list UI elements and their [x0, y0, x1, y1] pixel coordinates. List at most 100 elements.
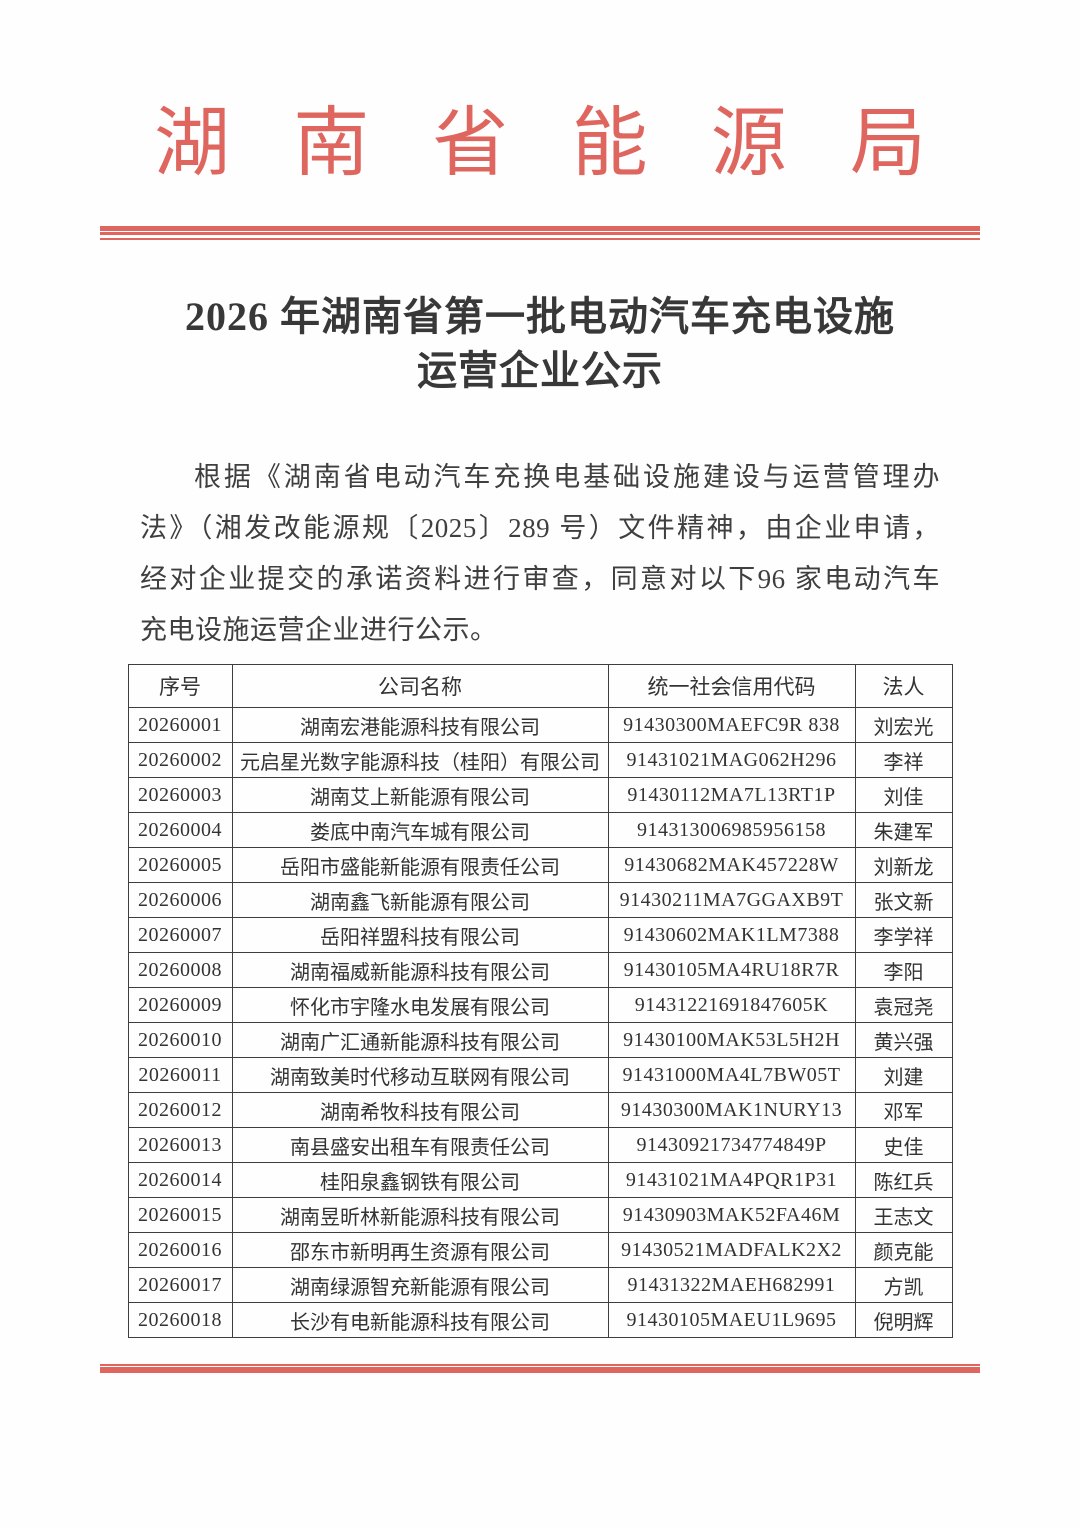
legal-person-cell: 黄兴强	[854, 1022, 953, 1058]
agency-name-char: 能	[571, 102, 648, 186]
body-line: 法》（湘发改能源规〔2025〕289 号）文件精神，由企业申请，	[140, 513, 940, 543]
credit-code-cell: 91431021MAG062H296	[607, 742, 856, 778]
divider-thick-line	[100, 226, 980, 231]
table-row: 20260007 岳阳祥盟科技有限公司 91430602MAK1LM7388 李学祥	[127, 917, 953, 953]
company-cell: 湖南鑫飞新能源有限公司	[231, 882, 609, 918]
legal-person-cell: 陈红兵	[854, 1162, 953, 1198]
table-row: 20260014 桂阳泉鑫钢铁有限公司 91431021MA4PQR1P31 陈红兵	[127, 1162, 953, 1198]
credit-code-cell: 91430100MAK53L5H2H	[607, 1022, 856, 1058]
credit-code-cell: 91430682MAK457228W	[607, 847, 856, 883]
company-cell: 岳阳市盛能新能源有限责任公司	[231, 847, 609, 883]
company-cell: 湖南致美时代移动互联网有限公司	[231, 1057, 609, 1093]
divider-thin-line	[100, 1364, 980, 1366]
serial-cell: 20260006	[127, 882, 233, 918]
column-header-credit-code: 统一社会信用代码	[607, 664, 856, 708]
body-line: 根据《湖南省电动汽车充换电基础设施建设与运营管理办	[194, 462, 940, 492]
credit-code-cell: 91430300MAEFC9R 838	[607, 707, 856, 743]
company-cell: 湖南宏港能源科技有限公司	[231, 707, 609, 743]
serial-cell: 20260002	[127, 742, 233, 778]
legal-person-cell: 张文新	[854, 882, 953, 918]
agency-name-char: 局	[849, 102, 926, 186]
table-row: 20260018 长沙有电新能源科技有限公司 91430105MAEU1L9695 倪…	[127, 1302, 953, 1338]
table-row: 20260011 湖南致美时代移动互联网有限公司 91431000MA4L7BW05…	[127, 1057, 953, 1093]
serial-cell: 20260013	[127, 1127, 233, 1163]
company-cell: 湖南昱昕林新能源科技有限公司	[231, 1197, 609, 1233]
table-row: 20260013 南县盛安出租车有限责任公司 91430921734774849P 史…	[127, 1127, 953, 1163]
serial-cell: 20260010	[127, 1022, 233, 1058]
page-title: 2026 年湖南省第一批电动汽车充电设施 运营企业公示	[0, 290, 1080, 398]
table-header-row: 序号 公司名称 统一社会信用代码 法人	[127, 664, 953, 708]
company-cell: 湖南福威新能源科技有限公司	[231, 952, 609, 988]
legal-person-cell: 李祥	[854, 742, 953, 778]
company-cell: 南县盛安出租车有限责任公司	[231, 1127, 609, 1163]
column-header-serial: 序号	[127, 664, 233, 708]
serial-cell: 20260001	[127, 707, 233, 743]
credit-code-cell: 91430903MAK52FA46M	[607, 1197, 856, 1233]
company-cell: 湖南绿源智充新能源有限公司	[231, 1267, 609, 1303]
company-cell: 邵东市新明再生资源有限公司	[231, 1232, 609, 1268]
company-cell: 怀化市宇隆水电发展有限公司	[231, 987, 609, 1023]
table-row: 20260006 湖南鑫飞新能源有限公司 91430211MA7GGAXB9T 张文新	[127, 882, 953, 918]
credit-code-cell: 91430602MAK1LM7388	[607, 917, 856, 953]
agency-name-char: 源	[710, 102, 787, 186]
legal-person-cell: 李学祥	[854, 917, 953, 953]
serial-cell: 20260005	[127, 847, 233, 883]
table-row: 20260010 湖南广汇通新能源科技有限公司 91430100MAK53L5H2H…	[127, 1022, 953, 1058]
credit-code-cell: 914313006985956158	[607, 812, 856, 848]
table-row: 20260016 邵东市新明再生资源有限公司 91430521MADFALK2X2 颜…	[127, 1232, 953, 1268]
company-cell: 湖南广汇通新能源科技有限公司	[231, 1022, 609, 1058]
serial-cell: 20260004	[127, 812, 233, 848]
company-cell: 湖南艾上新能源有限公司	[231, 777, 609, 813]
company-cell: 桂阳泉鑫钢铁有限公司	[231, 1162, 609, 1198]
table-row: 20260003 湖南艾上新能源有限公司 91430112MA7L13RT1P 刘佳	[127, 777, 953, 813]
company-cell: 湖南希牧科技有限公司	[231, 1092, 609, 1128]
credit-code-cell: 91431000MA4L7BW05T	[607, 1057, 856, 1093]
legal-person-cell: 邓军	[854, 1092, 953, 1128]
credit-code-cell: 91430521MADFALK2X2	[607, 1232, 856, 1268]
divider-mid-line	[100, 232, 980, 235]
serial-cell: 20260016	[127, 1232, 233, 1268]
body-line: 经对企业提交的承诺资料进行审查，同意对以下96 家电动汽车	[140, 564, 940, 594]
credit-code-cell: 91431322MAEH682991	[607, 1267, 856, 1303]
operators-table: 序号 公司名称 统一社会信用代码 法人 20260001 湖南宏港能源科技有限公司 914…	[127, 664, 953, 1338]
table-row: 20260005 岳阳市盛能新能源有限责任公司 91430682MAK457228W…	[127, 847, 953, 883]
table-row: 20260012 湖南希牧科技有限公司 91430300MAK1NURY13 邓军	[127, 1092, 953, 1128]
serial-cell: 20260007	[127, 917, 233, 953]
serial-cell: 20260018	[127, 1302, 233, 1338]
letterhead-divider	[100, 226, 980, 240]
table-row: 20260015 湖南昱昕林新能源科技有限公司 91430903MAK52FA46M…	[127, 1197, 953, 1233]
agency-name-char: 湖	[154, 102, 230, 186]
serial-cell: 20260017	[127, 1267, 233, 1303]
legal-person-cell: 李阳	[854, 952, 953, 988]
company-cell: 岳阳祥盟科技有限公司	[231, 917, 609, 953]
company-cell: 元启星光数字能源科技（桂阳）有限公司	[231, 742, 609, 778]
legal-person-cell: 朱建军	[854, 812, 953, 848]
table-row: 20260002 元启星光数字能源科技（桂阳）有限公司 91431021MAG062…	[127, 742, 953, 778]
serial-cell: 20260014	[127, 1162, 233, 1198]
table-row: 20260004 娄底中南汽车城有限公司 914313006985956158 朱建军	[127, 812, 953, 848]
legal-person-cell: 王志文	[854, 1197, 953, 1233]
table-body: 20260001 湖南宏港能源科技有限公司 91430300MAEFC9R 838 刘…	[127, 707, 953, 1338]
company-cell: 娄底中南汽车城有限公司	[231, 812, 609, 848]
page-title-line-1: 2026 年湖南省第一批电动汽车充电设施	[185, 294, 895, 339]
divider-thin-line	[100, 238, 980, 240]
serial-cell: 20260011	[127, 1057, 233, 1093]
page-title-line-2: 运营企业公示	[417, 348, 663, 393]
divider-thick-line	[100, 1367, 980, 1373]
credit-code-cell: 91430105MAEU1L9695	[607, 1302, 856, 1338]
legal-person-cell: 刘建	[854, 1057, 953, 1093]
credit-code-cell: 91431021MA4PQR1P31	[607, 1162, 856, 1198]
legal-person-cell: 刘新龙	[854, 847, 953, 883]
legal-person-cell: 颜克能	[854, 1232, 953, 1268]
column-header-company: 公司名称	[231, 664, 609, 708]
legal-person-cell: 史佳	[854, 1127, 953, 1163]
serial-cell: 20260015	[127, 1197, 233, 1233]
legal-person-cell: 袁冠尧	[854, 987, 953, 1023]
legal-person-cell: 刘佳	[854, 777, 953, 813]
serial-cell: 20260009	[127, 987, 233, 1023]
serial-cell: 20260012	[127, 1092, 233, 1128]
body-line: 充电设施运营企业进行公示。	[140, 615, 498, 645]
legal-person-cell: 方凯	[854, 1267, 953, 1303]
legal-person-cell: 倪明辉	[854, 1302, 953, 1338]
